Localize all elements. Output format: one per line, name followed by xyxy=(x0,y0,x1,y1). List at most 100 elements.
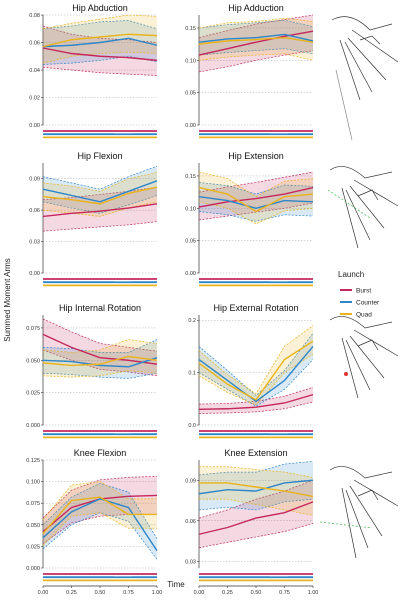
legend-title: Launch xyxy=(338,270,364,279)
y-tick-label: 0.075 xyxy=(26,501,40,507)
confidence-band xyxy=(43,339,157,379)
band-lower-edge xyxy=(42,195,158,214)
confidence-band xyxy=(199,182,313,222)
y-tick-label: 0.10 xyxy=(185,206,196,212)
band-upper-edge xyxy=(198,19,314,29)
x-tick-label: 1.00 xyxy=(308,590,319,596)
band-lower-edge xyxy=(198,53,314,61)
x-axis-label: Time xyxy=(167,580,185,589)
series-line xyxy=(198,36,314,45)
x-tick-label: 0.75 xyxy=(123,590,134,596)
confidence-band xyxy=(43,481,157,546)
y-tick-label: 0.00 xyxy=(29,123,40,129)
chart-panels: Hip Abduction 0.00 0.02 0.04 0.06 0.08 Hip Add… xyxy=(26,3,318,596)
y-tick-label: 0.03 xyxy=(29,240,40,246)
y-tick-label: 0.06 xyxy=(185,519,196,525)
band-upper-edge xyxy=(42,339,158,353)
confidence-band xyxy=(43,172,157,217)
y-tick-label: 0.0 xyxy=(188,423,196,429)
band-upper-edge xyxy=(198,171,314,193)
band-lower-edge xyxy=(198,211,314,222)
legend-label: Counter xyxy=(356,300,380,307)
band-lower-edge xyxy=(198,48,314,56)
band-upper-edge xyxy=(42,172,158,192)
band-upper-edge xyxy=(198,17,314,29)
series-line xyxy=(42,496,157,534)
skeleton-illustration-2 xyxy=(327,166,399,249)
band-upper-edge xyxy=(198,171,314,198)
series-line xyxy=(198,33,314,43)
confidence-band xyxy=(43,166,157,214)
confidence-band xyxy=(199,333,313,407)
band-lower-edge xyxy=(42,370,158,378)
y-tick-label: 0.00 xyxy=(185,123,196,129)
y-tick-label: 0.025 xyxy=(26,544,40,550)
chart-title: Hip Internal Rotation xyxy=(59,303,141,313)
chart-panel: Hip Internal Rotation 0.000 0.025 0.050 0.07… xyxy=(26,303,158,439)
band-lower-edge xyxy=(42,221,158,232)
confidence-band xyxy=(199,325,313,406)
band-upper-edge xyxy=(42,20,158,30)
band-lower-edge xyxy=(42,51,158,64)
chart-panel: Hip External Rotation 0.0 0.1 0.2 xyxy=(188,303,314,439)
band-upper-edge xyxy=(198,461,314,476)
x-tick-label: 0.50 xyxy=(95,590,106,596)
y-tick-label: 0.10 xyxy=(185,58,196,64)
series-line xyxy=(198,501,314,535)
band-upper-edge xyxy=(42,14,158,30)
series-line xyxy=(42,37,158,48)
confidence-band xyxy=(199,480,313,548)
legend-label: Burst xyxy=(356,288,371,295)
legend: Launch Burst Counter Quad xyxy=(338,270,380,319)
band-lower-edge xyxy=(42,349,158,377)
x-tick-label: 0.75 xyxy=(279,590,290,596)
chart-panel: Hip Extension 0.00 0.05 0.10 0.15 xyxy=(185,151,314,287)
series-line xyxy=(198,186,314,208)
confidence-band xyxy=(43,483,157,560)
y-tick-label: 0.15 xyxy=(185,174,196,180)
band-lower-edge xyxy=(42,66,158,76)
series-line xyxy=(198,479,314,495)
series-line xyxy=(42,180,158,203)
band-lower-edge xyxy=(198,50,314,73)
y-tick-label: 0.06 xyxy=(29,208,40,214)
y-tick-label: 0.04 xyxy=(29,68,40,74)
y-tick-label: 0.1 xyxy=(188,371,196,377)
legend-entries: Burst Counter Quad xyxy=(340,288,380,319)
y-tick-label: 0.05 xyxy=(185,91,196,97)
confidence-band xyxy=(43,15,157,64)
y-tick-label: 0.02 xyxy=(29,96,40,102)
band-upper-edge xyxy=(42,339,158,353)
confidence-band xyxy=(199,387,313,414)
band-lower-edge xyxy=(42,201,158,217)
y-tick-label: 0.025 xyxy=(26,391,40,397)
series-line xyxy=(42,498,158,552)
chart-title: Knee Extension xyxy=(224,448,287,458)
y-tick-label: 0.000 xyxy=(26,423,40,429)
y-tick-label: 0.000 xyxy=(26,566,40,572)
chart-title: Knee Flexion xyxy=(74,448,127,458)
series-line xyxy=(42,203,158,218)
band-upper-edge xyxy=(42,165,158,190)
confidence-band xyxy=(199,461,313,510)
chart-panel: Knee Extension 0.03 0.06 0.09 0.00 0.25 0.50 0.… xyxy=(185,448,318,596)
y-tick-label: 0.09 xyxy=(29,177,40,183)
chart-title: Hip Abduction xyxy=(72,3,128,13)
band-lower-edge xyxy=(199,498,314,516)
series-line xyxy=(198,340,314,401)
band-lower-edge xyxy=(198,401,314,414)
confidence-band xyxy=(199,15,313,72)
series-line xyxy=(42,186,158,205)
y-tick-label: 0.05 xyxy=(185,239,196,245)
chart-panel: Hip Abduction 0.00 0.02 0.04 0.06 0.08 xyxy=(29,3,158,139)
series-line xyxy=(198,195,314,210)
y-tick-label: 0.100 xyxy=(26,480,40,486)
series-line xyxy=(42,333,158,365)
x-tick-label: 0.25 xyxy=(222,590,233,596)
band-upper-edge xyxy=(198,325,314,395)
skeleton-illustration-4 xyxy=(319,466,399,559)
y-tick-label: 0.06 xyxy=(29,41,40,47)
series-line xyxy=(42,355,158,367)
band-upper-edge xyxy=(42,481,157,520)
series-line xyxy=(42,33,158,48)
